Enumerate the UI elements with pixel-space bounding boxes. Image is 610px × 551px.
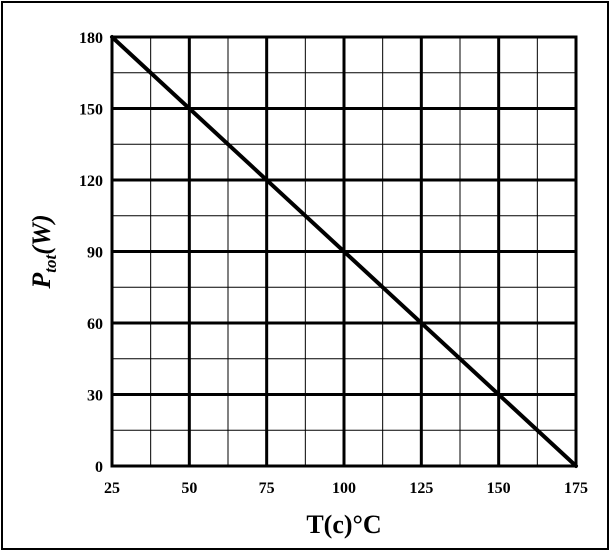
x-tick-label: 175 bbox=[564, 480, 588, 497]
y-tick-label: 90 bbox=[87, 245, 103, 262]
x-tick-label: 100 bbox=[332, 480, 356, 497]
series-line bbox=[110, 35, 578, 468]
y-axis-label-sub: tot bbox=[41, 254, 60, 273]
y-tick-label: 120 bbox=[79, 173, 103, 190]
x-tick-label: 50 bbox=[181, 480, 197, 497]
x-tick-label: 75 bbox=[259, 480, 275, 497]
y-tick-label: 60 bbox=[87, 316, 103, 333]
x-axis-label: T(c)°C bbox=[306, 510, 381, 539]
y-tick-label: 150 bbox=[79, 102, 103, 119]
x-tick-labels: 25 50 75 100 125 150 175 bbox=[104, 480, 588, 497]
x-tick-label: 150 bbox=[487, 480, 511, 497]
y-tick-label: 180 bbox=[79, 30, 103, 47]
x-tick-label: 25 bbox=[104, 480, 120, 497]
x-tick-label: 125 bbox=[409, 480, 433, 497]
plot-border bbox=[110, 35, 578, 468]
y-axis-label: Ptot(W) bbox=[27, 214, 60, 289]
y-axis-label-main: P bbox=[27, 272, 56, 290]
y-tick-labels: 0 30 60 90 120 150 180 bbox=[79, 30, 103, 476]
y-axis-label-unit: (W) bbox=[27, 214, 56, 254]
series-layer bbox=[110, 35, 578, 468]
y-tick-label: 30 bbox=[87, 388, 103, 405]
y-tick-label: 0 bbox=[95, 459, 103, 476]
